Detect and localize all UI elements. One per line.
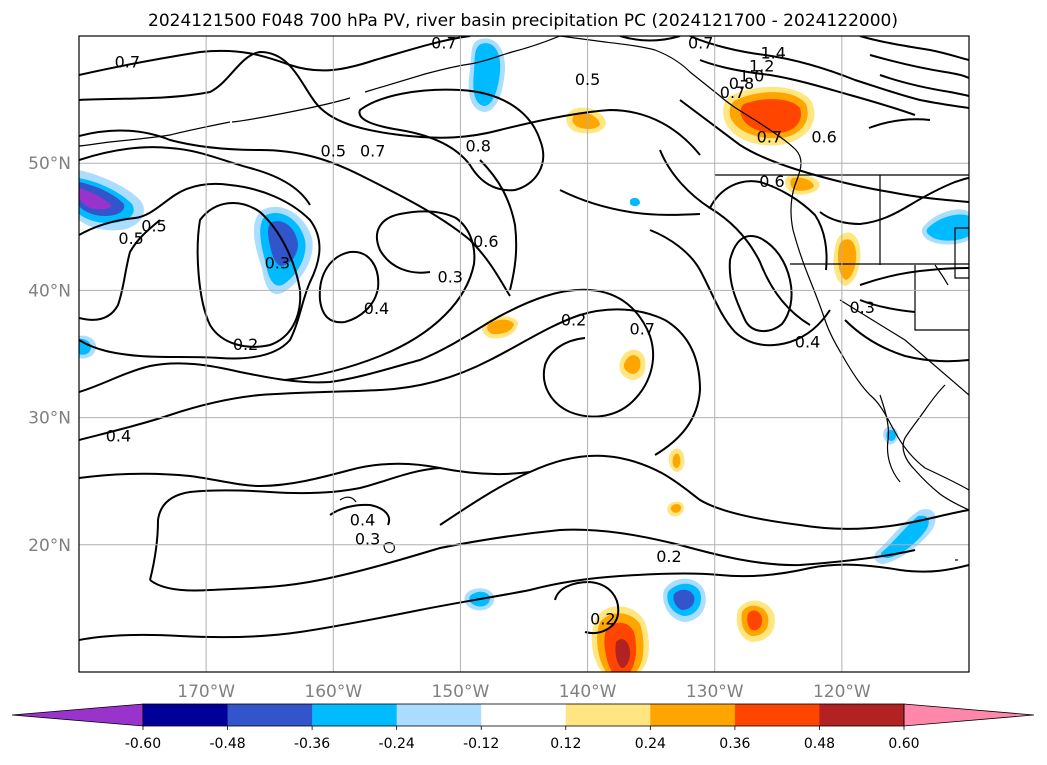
precip-blob bbox=[79, 188, 112, 210]
precip-blob bbox=[487, 319, 514, 335]
colorbar-segment bbox=[396, 704, 482, 726]
contour-label: 0.6 bbox=[473, 232, 498, 251]
colorbar-tick-label: 0.48 bbox=[804, 736, 835, 752]
x-tick-label: 160°W bbox=[304, 682, 362, 702]
precip-blob bbox=[572, 112, 600, 129]
colorbar-segment bbox=[734, 704, 820, 726]
coastlines bbox=[79, 36, 969, 561]
contour-label: 0.8 bbox=[729, 74, 754, 93]
contour-label: 0.5 bbox=[118, 229, 143, 248]
contour-label: 0.7 bbox=[757, 127, 782, 146]
y-axis-ticks: 20°N 30°N 40°N 50°N bbox=[28, 154, 71, 556]
contour-label: 0.7 bbox=[431, 33, 456, 52]
pv-contours bbox=[79, 36, 969, 641]
contour-label: 0.5 bbox=[575, 70, 600, 89]
colorbar-segment bbox=[481, 704, 567, 726]
contour-label: 1.4 bbox=[760, 44, 785, 63]
contour-label: 0.3 bbox=[849, 298, 874, 317]
contour-label: 0.6 bbox=[811, 127, 836, 146]
colorbar-segment bbox=[650, 704, 736, 726]
contour-label: 0.4 bbox=[364, 299, 389, 318]
contour-label: 0.2 bbox=[233, 335, 258, 354]
precip-blob bbox=[838, 239, 857, 280]
colorbar-tick-label: -0.36 bbox=[294, 736, 330, 752]
colorbar-tick-label: -0.48 bbox=[209, 736, 245, 752]
precip-blob bbox=[615, 639, 631, 668]
colorbar-frame bbox=[142, 703, 905, 727]
precip-blob bbox=[672, 453, 681, 468]
contour-label: 0.3 bbox=[265, 253, 290, 272]
y-tick-label: 20°N bbox=[28, 536, 71, 556]
colorbar-tick-label: 0.60 bbox=[888, 736, 919, 752]
colorbar-tick-label: -0.60 bbox=[125, 736, 161, 752]
precip-blob bbox=[926, 214, 969, 241]
precip-blob bbox=[630, 197, 640, 207]
contour-label: 0.6 bbox=[759, 172, 784, 191]
colorbar-tick-label: 0.24 bbox=[635, 736, 666, 752]
contour-label: 0.7 bbox=[360, 141, 385, 160]
precip-blob bbox=[880, 515, 929, 558]
contour-label: 0.3 bbox=[438, 267, 463, 286]
colorbar-segment bbox=[312, 704, 398, 726]
x-tick-label: 130°W bbox=[686, 682, 744, 702]
precip-blob bbox=[673, 589, 695, 610]
x-axis-ticks: 170°W 160°W 150°W 140°W 130°W 120°W bbox=[177, 682, 871, 702]
x-tick-label: 170°W bbox=[177, 682, 235, 702]
map-frame bbox=[78, 35, 970, 673]
contour-label: 0.7 bbox=[720, 83, 745, 102]
x-tick-label: 120°W bbox=[813, 682, 871, 702]
contour-label: 1.2 bbox=[749, 56, 774, 75]
colorbar-tick-label: -0.24 bbox=[379, 736, 415, 752]
contour-labels: 0.70.7 0.71.41.21.00.80.70.50.80.70.50.7 0… bbox=[106, 33, 875, 628]
colorbar-segment bbox=[819, 704, 905, 726]
precip-blob bbox=[623, 355, 641, 374]
colorbar-extend-low bbox=[11, 703, 144, 727]
chart-title: 2024121500 F048 700 hPa PV, river basin … bbox=[148, 11, 898, 31]
colorbar: -0.60 -0.48 -0.36 -0.24 -0.12 0.12 0.24 0.36 0.4… bbox=[11, 703, 1035, 752]
colorbar-segment bbox=[143, 704, 229, 726]
colorbar-segment bbox=[565, 704, 651, 726]
colorbar-segment bbox=[227, 704, 313, 726]
colorbar-extend-high bbox=[903, 703, 1035, 727]
contour-label: 0.4 bbox=[795, 332, 820, 351]
x-tick-label: 140°W bbox=[559, 682, 617, 702]
contour-label: 0.3 bbox=[355, 529, 380, 548]
map-gridlines bbox=[79, 36, 969, 672]
precip-blob bbox=[670, 504, 681, 513]
precip-blob bbox=[740, 99, 802, 134]
precip-blob bbox=[747, 610, 763, 631]
y-tick-label: 30°N bbox=[28, 409, 71, 429]
y-tick-label: 40°N bbox=[28, 281, 71, 301]
precip-blob bbox=[473, 43, 501, 106]
contour-label: 0.8 bbox=[466, 136, 491, 155]
contour-label: 0.2 bbox=[590, 610, 615, 629]
contour-label: 0.4 bbox=[350, 510, 375, 529]
contour-label: 0.2 bbox=[561, 311, 586, 330]
colorbar-tick-label: 0.12 bbox=[550, 736, 581, 752]
contour-label: 0.7 bbox=[688, 33, 713, 52]
contour-label: 0.2 bbox=[656, 547, 681, 566]
contour-label: 0.5 bbox=[321, 141, 346, 160]
colorbar-tick-label: 0.36 bbox=[719, 736, 750, 752]
map-layer bbox=[79, 36, 969, 672]
contour-label: 0.4 bbox=[106, 426, 131, 445]
x-tick-label: 150°W bbox=[432, 682, 490, 702]
contour-label: 0.7 bbox=[115, 52, 140, 71]
colorbar-tick-label: -0.12 bbox=[463, 736, 499, 752]
contour-label: 0.5 bbox=[141, 217, 166, 236]
y-tick-label: 50°N bbox=[28, 154, 71, 174]
contour-label: 1.0 bbox=[739, 66, 764, 85]
contour-label: 0.7 bbox=[630, 320, 655, 339]
